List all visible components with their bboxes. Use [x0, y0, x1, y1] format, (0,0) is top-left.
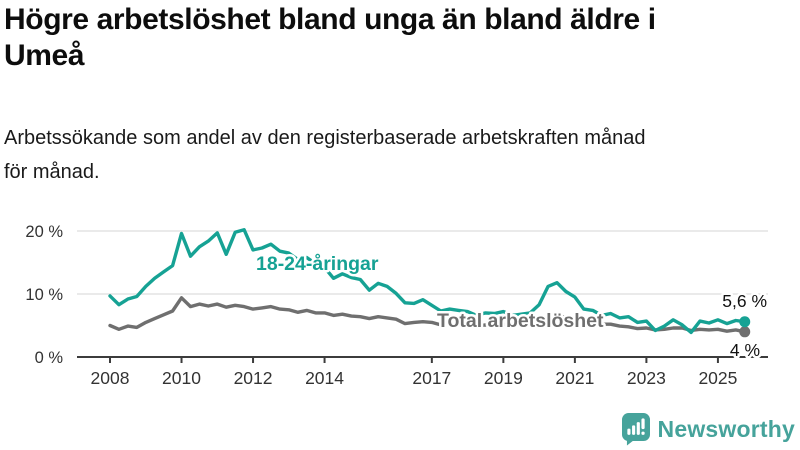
- series-end-dot-18-24-ringar: [739, 316, 751, 328]
- page-title-line-1: Högre arbetslöshet bland unga än bland ä…: [4, 3, 656, 36]
- bar-chart-bubble-icon: [621, 413, 650, 446]
- chart-subtitle: Arbetssökande som andel av den registerb…: [4, 121, 646, 189]
- series-label-18-24-ringar: 18-24-åringar: [256, 252, 379, 275]
- chart-subtitle-line-2: för månad.: [4, 161, 100, 183]
- y-tick-label-10: 10 %: [25, 286, 63, 304]
- x-tick-label-2017: 2017: [412, 368, 451, 388]
- x-tick-label-2021: 2021: [555, 368, 594, 388]
- x-tick-label-2025: 2025: [698, 368, 737, 388]
- newsworthy-logo-text: Newsworthy: [657, 416, 795, 442]
- newsworthy-logo[interactable]: Newsworthy: [621, 413, 795, 446]
- x-tick-label-2023: 2023: [627, 368, 666, 388]
- chart-subtitle-line-1: Arbetssökande som andel av den registerb…: [4, 127, 646, 149]
- series-end-label-18-24-ringar: 5,6 %: [722, 291, 767, 311]
- series-end-label-total-arbetsl-shet: 4 %: [730, 340, 760, 360]
- x-tick-label-2012: 2012: [234, 368, 273, 388]
- x-tick-label-2014: 2014: [305, 368, 344, 388]
- line-chart: 2008 2010 2012 2014 2017 2019 2021 2023 2025 20 %…: [25, 223, 769, 388]
- page-title: Högre arbetslöshet bland unga än bland ä…: [4, 2, 656, 74]
- x-tick-label-2010: 2010: [162, 368, 201, 388]
- series-line-total-arbetsl-shet: [108, 296, 747, 334]
- series-label-total-arbetsl-shet: Total arbetslöshet: [437, 310, 604, 332]
- series-end-dot-total-arbetsl-shet: [739, 326, 751, 338]
- series-line-18-24-ringar: [108, 228, 747, 335]
- page-title-line-2: Umeå: [4, 39, 85, 72]
- x-tick-label-2019: 2019: [484, 368, 523, 388]
- y-tick-label-20: 20 %: [25, 223, 63, 241]
- y-tick-label-0: 0 %: [35, 349, 64, 367]
- x-tick-label-2008: 2008: [91, 368, 130, 388]
